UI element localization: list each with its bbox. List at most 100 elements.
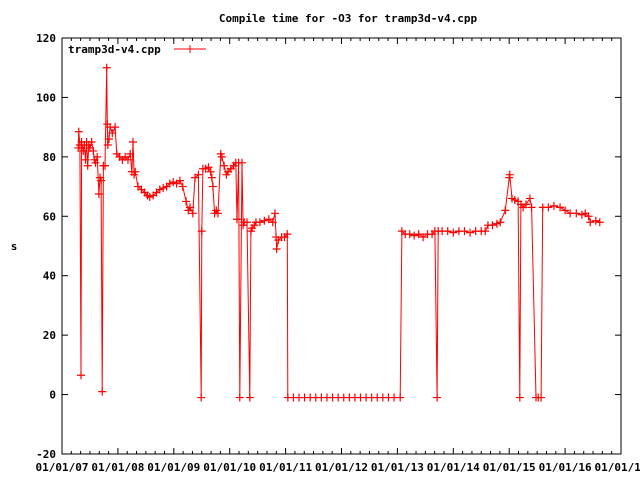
plot-area xyxy=(74,63,604,402)
data-point-marker xyxy=(165,179,174,188)
data-point-marker xyxy=(481,227,490,236)
data-point-marker xyxy=(97,176,106,185)
data-point-marker xyxy=(101,161,110,170)
data-point-marker xyxy=(527,203,536,212)
data-point-marker xyxy=(83,161,92,170)
y-axis-label: s xyxy=(11,240,18,253)
y-tick-label: 120 xyxy=(36,32,56,45)
data-point-marker xyxy=(81,155,90,164)
data-point-marker xyxy=(206,167,215,176)
data-point-marker xyxy=(104,135,113,144)
y-tick-label: 0 xyxy=(49,389,56,402)
data-point-marker xyxy=(272,244,281,253)
data-point-marker xyxy=(197,227,206,236)
data-point-marker xyxy=(178,182,187,191)
data-point-marker xyxy=(237,158,246,167)
x-tick-label: 01/01/10 xyxy=(203,461,256,474)
data-point-marker xyxy=(492,219,501,228)
data-point-marker xyxy=(94,190,103,198)
data-point-marker xyxy=(182,197,191,206)
data-point-marker xyxy=(77,371,86,380)
data-point-marker xyxy=(260,216,269,225)
data-point-marker xyxy=(405,230,414,239)
data-point-marker xyxy=(102,63,111,72)
x-tick-label: 01/01/12 xyxy=(315,461,368,474)
y-tick-label: -20 xyxy=(36,448,56,461)
data-point-marker xyxy=(537,393,546,402)
y-tick-label: 100 xyxy=(36,91,56,104)
y-tick-label: 60 xyxy=(43,210,56,223)
x-tick-label: 01/01/07 xyxy=(36,461,89,474)
series-line xyxy=(77,67,600,398)
legend-label: tramp3d-v4.cpp xyxy=(68,43,161,56)
data-point-marker xyxy=(175,176,184,185)
data-point-marker xyxy=(79,146,88,155)
data-point-marker xyxy=(466,228,475,237)
data-point-marker xyxy=(128,138,137,146)
data-point-marker xyxy=(591,216,600,225)
data-point-marker xyxy=(488,221,497,230)
data-point-marker xyxy=(74,127,83,136)
data-point-marker xyxy=(515,393,524,402)
data-point-marker xyxy=(419,233,428,242)
data-point-marker xyxy=(449,228,458,237)
data-point-marker xyxy=(496,218,505,227)
data-point-marker xyxy=(213,209,222,218)
data-point-marker xyxy=(145,192,154,201)
data-point-marker xyxy=(525,194,534,203)
x-tick-label: 01/01/08 xyxy=(91,461,144,474)
x-tick-label: 01/01/17 xyxy=(595,461,640,474)
data-point-marker xyxy=(501,206,510,215)
data-point-marker xyxy=(586,218,595,227)
data-point-marker xyxy=(577,210,586,219)
data-point-marker xyxy=(169,178,178,187)
data-point-marker xyxy=(232,215,241,224)
data-point-marker xyxy=(126,149,135,158)
data-point-marker xyxy=(98,387,107,396)
data-point-marker xyxy=(243,218,252,227)
data-point-marker xyxy=(549,201,558,210)
data-point-marker xyxy=(283,230,292,239)
data-point-marker xyxy=(217,152,226,161)
chart-title: Compile time for -O3 for tramp3d-v4.cpp xyxy=(219,12,478,25)
y-tick-label: 40 xyxy=(43,270,56,283)
data-point-marker xyxy=(556,203,565,212)
data-point-marker xyxy=(220,161,229,170)
data-point-marker xyxy=(268,218,277,227)
data-point-marker xyxy=(410,231,419,240)
x-tick-label: 01/01/16 xyxy=(539,461,592,474)
data-point-marker xyxy=(521,200,530,209)
data-point-marker xyxy=(208,182,217,191)
data-point-marker xyxy=(108,129,117,138)
legend: tramp3d-v4.cpp xyxy=(68,43,206,56)
data-point-marker xyxy=(460,227,469,236)
data-point-marker xyxy=(91,158,100,167)
data-point-marker xyxy=(443,227,452,236)
data-point-marker xyxy=(131,167,140,176)
data-point-marker xyxy=(186,203,195,212)
x-tick-label: 01/01/13 xyxy=(371,461,424,474)
y-tick-label: 20 xyxy=(43,329,56,342)
data-point-marker xyxy=(433,393,442,402)
data-point-marker xyxy=(159,184,168,193)
data-point-marker xyxy=(572,209,581,218)
data-point-marker xyxy=(207,173,216,182)
x-tick-label: 01/01/15 xyxy=(483,461,536,474)
data-point-marker xyxy=(235,393,244,402)
data-point-marker xyxy=(123,155,132,164)
y-tick-label: 80 xyxy=(43,151,56,164)
data-point-marker xyxy=(396,393,405,402)
data-point-marker xyxy=(89,146,98,155)
data-point-marker xyxy=(414,230,423,239)
data-point-marker xyxy=(197,393,206,402)
plot-frame xyxy=(61,37,622,455)
data-point-marker xyxy=(87,138,96,146)
data-point-marker xyxy=(245,393,254,402)
data-point-marker xyxy=(103,140,112,149)
data-point-marker xyxy=(561,206,570,215)
legend-marker-sample xyxy=(186,45,194,53)
data-point-marker xyxy=(505,170,514,179)
data-point-marker xyxy=(194,170,203,179)
data-point-marker xyxy=(188,209,197,218)
